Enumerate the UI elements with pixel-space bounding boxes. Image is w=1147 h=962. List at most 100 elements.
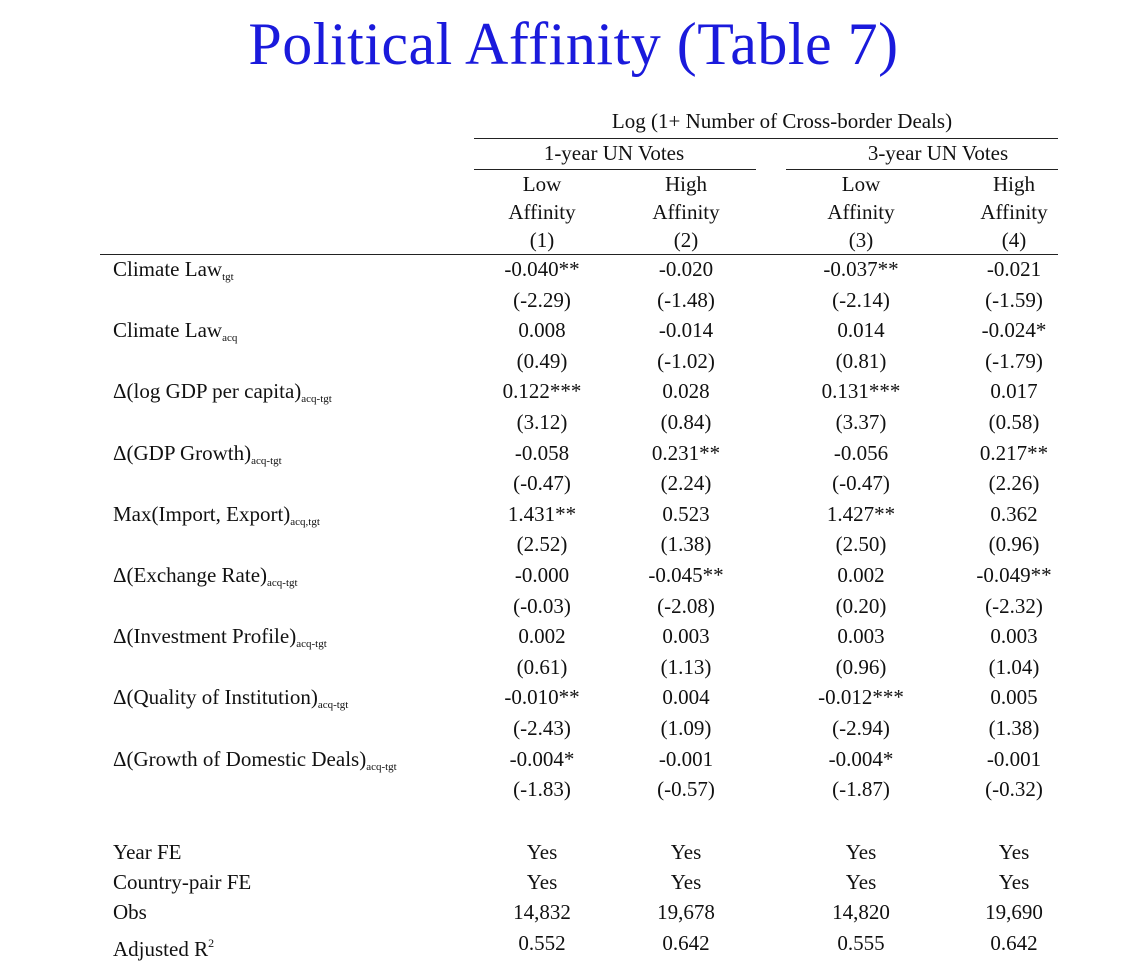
t-stat-cell: (0.61) — [516, 654, 568, 679]
coefficient-cell: -0.004* — [828, 746, 894, 771]
footer-value-cell: 0.555 — [837, 931, 885, 955]
t-stat-cell: (-1.87) — [832, 777, 890, 802]
dependent-variable-header: Log (1+ Number of Cross-border Deals) — [611, 109, 953, 133]
row-label-subscript: acq-tgt — [296, 638, 327, 651]
t-stat-cell: (0.20) — [835, 593, 887, 618]
footer-value-cell: Yes — [670, 870, 702, 894]
footer-value-cell: Yes — [998, 840, 1030, 864]
row-label: Δ(Quality of Institution)acq-tgt — [113, 684, 348, 718]
row-label-subscript: acq-tgt — [317, 699, 349, 712]
coefficient-cell: 0.362 — [990, 501, 1038, 526]
group-header-3year: 3-year UN Votes — [867, 141, 1009, 165]
t-stat-cell: (-2.14) — [832, 287, 890, 312]
coefficient-cell: -0.004* — [509, 746, 575, 771]
t-stat-cell: (1.04) — [988, 654, 1040, 679]
row-label: Δ(GDP Growth)acq-tgt — [113, 440, 282, 474]
footer-value-cell: 0.552 — [518, 931, 566, 955]
coefficient-cell: 0.003 — [837, 624, 885, 649]
t-stat-cell: (2.26) — [988, 471, 1040, 496]
t-stat-cell: (-0.32) — [985, 777, 1043, 802]
row-label-text: Climate Law — [113, 318, 223, 343]
column-header-line2: Affinity — [827, 200, 895, 224]
row-label-text: Δ(log GDP per capita) — [113, 379, 302, 404]
group-header-1year: 1-year UN Votes — [543, 141, 685, 165]
group-rule-3year — [786, 169, 1058, 170]
t-stat-cell: (0.96) — [988, 532, 1040, 557]
t-stat-cell: (-1.79) — [985, 348, 1043, 373]
row-label-subscript: tgt — [222, 271, 234, 283]
footer-label-text: Year FE — [113, 840, 182, 864]
t-stat-cell: (-1.02) — [657, 348, 715, 373]
row-label-subscript: acq — [222, 332, 238, 345]
coefficient-cell: -0.001 — [658, 746, 714, 771]
coefficient-cell: 0.122*** — [502, 379, 582, 404]
footer-value-cell: 19,690 — [985, 900, 1043, 924]
footer-value-cell: 0.642 — [662, 931, 710, 955]
t-stat-cell: (2.50) — [835, 532, 887, 557]
coefficient-cell: -0.024* — [981, 318, 1047, 343]
footer-label: Adjusted R2 — [113, 930, 214, 962]
coefficient-cell: -0.012*** — [818, 685, 904, 710]
t-stat-cell: (0.84) — [660, 409, 712, 434]
coefficient-cell: -0.045** — [648, 563, 724, 587]
coefficient-cell: 1.431** — [507, 501, 577, 526]
t-stat-cell: (-1.59) — [985, 287, 1043, 312]
row-label-text: Max(Import, Export) — [113, 501, 291, 526]
row-label: Climate Lawtgt — [113, 256, 234, 290]
column-header-line1: Low — [522, 172, 562, 196]
t-stat-cell: (1.38) — [660, 532, 712, 557]
footer-label: Country-pair FE — [113, 869, 251, 895]
row-label-subscript: acq,tgt — [290, 515, 320, 528]
t-stat-cell: (1.13) — [660, 654, 712, 679]
coefficient-cell: -0.040** — [504, 257, 580, 281]
row-label-text: Climate Law — [113, 257, 223, 281]
row-label: Δ(Investment Profile)acq-tgt — [113, 623, 327, 657]
coefficient-cell: 0.005 — [990, 685, 1038, 710]
t-stat-cell: (-1.48) — [657, 287, 715, 312]
coefficient-cell: 0.017 — [990, 379, 1038, 404]
coefficient-cell: 0.008 — [518, 318, 566, 343]
column-header-line1: High — [665, 172, 707, 196]
coefficient-cell: 0.002 — [518, 624, 566, 649]
coefficient-cell: -0.056 — [833, 440, 889, 465]
t-stat-cell: (-0.57) — [657, 777, 715, 802]
t-stat-cell: (-2.94) — [832, 715, 890, 740]
footer-value-cell: 19,678 — [657, 900, 715, 924]
footer-label-text: Country-pair FE — [113, 870, 252, 894]
row-label-text: Δ(GDP Growth) — [113, 440, 252, 465]
coefficient-cell: -0.010** — [504, 685, 580, 710]
t-stat-cell: (-1.83) — [513, 777, 571, 802]
coefficient-cell: 0.002 — [837, 563, 885, 587]
row-label-text: Δ(Growth of Domestic Deals) — [113, 746, 367, 771]
t-stat-cell: (-0.03) — [513, 593, 571, 618]
row-label: Δ(log GDP per capita)acq-tgt — [113, 378, 332, 412]
t-stat-cell: (-2.08) — [657, 593, 715, 618]
column-header-line1: High — [993, 172, 1035, 196]
row-label: Δ(Exchange Rate)acq-tgt — [113, 562, 298, 596]
footer-label-text: Obs — [113, 900, 147, 924]
coefficient-cell: -0.020 — [658, 257, 714, 281]
coefficient-cell: -0.049** — [976, 563, 1052, 587]
row-label-subscript: acq-tgt — [251, 454, 282, 467]
footer-value-cell: 14,832 — [513, 900, 571, 924]
coefficient-cell: 0.523 — [662, 501, 710, 526]
t-stat-cell: (0.96) — [835, 654, 887, 679]
row-label-text: Δ(Exchange Rate) — [113, 563, 268, 587]
t-stat-cell: (0.58) — [988, 409, 1040, 434]
footer-value-cell: Yes — [845, 870, 877, 894]
column-header-line1: Low — [841, 172, 881, 196]
t-stat-cell: (-0.47) — [513, 471, 571, 496]
footer-label-text: Adjusted R — [113, 937, 209, 961]
t-stat-cell: (1.38) — [988, 715, 1040, 740]
footer-value-cell: 14,820 — [832, 900, 890, 924]
coefficient-cell: -0.001 — [986, 746, 1042, 771]
row-label: Max(Import, Export)acq,tgt — [113, 501, 320, 535]
coefficient-cell: 0.217** — [979, 440, 1049, 465]
slide-title: Political Affinity (Table 7) — [248, 11, 899, 77]
group-rule-1year — [474, 169, 756, 170]
coefficient-cell: 0.004 — [662, 685, 710, 710]
footer-value-cell: Yes — [998, 870, 1030, 894]
coefficient-cell: 1.427** — [826, 501, 896, 526]
t-stat-cell: (-2.43) — [513, 715, 571, 740]
footer-value-cell: Yes — [526, 870, 558, 894]
